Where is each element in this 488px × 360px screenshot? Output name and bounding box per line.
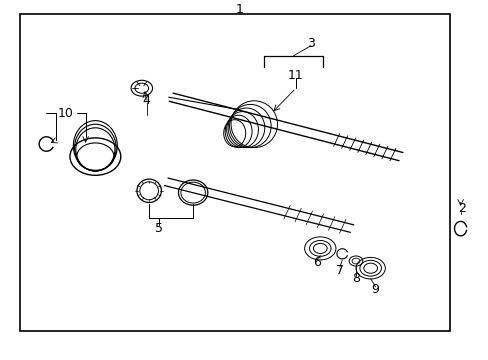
Text: 7: 7 bbox=[335, 264, 343, 276]
Text: 5: 5 bbox=[155, 222, 163, 235]
Text: 3: 3 bbox=[306, 37, 314, 50]
Text: 6: 6 bbox=[312, 256, 320, 269]
Text: 10: 10 bbox=[58, 107, 74, 120]
Text: 11: 11 bbox=[287, 69, 303, 82]
Bar bbox=[20, 14, 449, 331]
Text: 9: 9 bbox=[371, 283, 379, 296]
Text: 2: 2 bbox=[457, 202, 465, 215]
Text: 4: 4 bbox=[142, 94, 150, 107]
Text: 8: 8 bbox=[351, 273, 359, 285]
Text: 1: 1 bbox=[235, 3, 243, 15]
